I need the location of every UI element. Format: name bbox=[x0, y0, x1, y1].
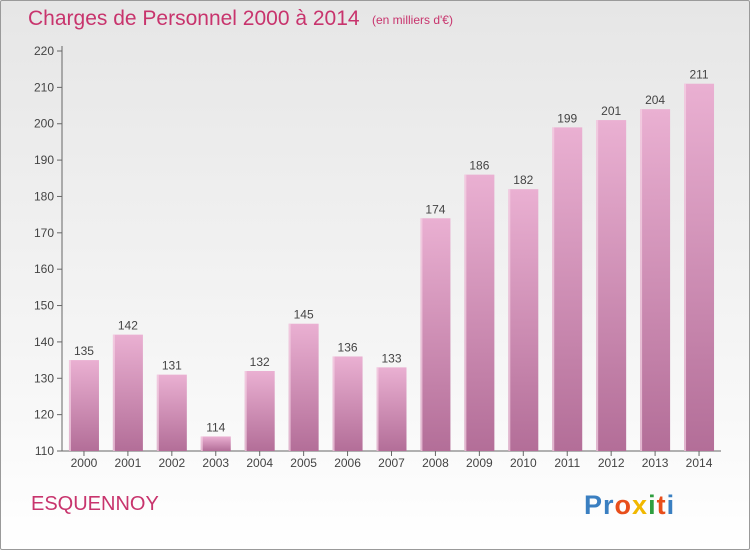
value-label-2000: 135 bbox=[74, 344, 94, 358]
x-tick-label-2008: 2008 bbox=[422, 456, 449, 470]
value-label-2005: 145 bbox=[294, 308, 314, 322]
bar-highlight bbox=[552, 127, 555, 451]
bar-2003 bbox=[200, 436, 231, 451]
y-tick-label: 120 bbox=[34, 408, 54, 422]
value-label-2008: 174 bbox=[425, 202, 445, 216]
bar-highlight bbox=[112, 334, 115, 451]
value-label-2007: 133 bbox=[381, 351, 401, 365]
y-tick-label: 170 bbox=[34, 226, 54, 240]
value-label-2009: 186 bbox=[469, 159, 489, 173]
logo-letter: i bbox=[648, 490, 657, 520]
bars-group bbox=[68, 83, 715, 452]
logo-letter: i bbox=[666, 490, 676, 520]
bar-2013 bbox=[640, 109, 671, 451]
bar-2010 bbox=[508, 189, 539, 451]
bar-highlight bbox=[68, 360, 71, 451]
y-tick-label: 180 bbox=[34, 189, 54, 203]
value-label-2001: 142 bbox=[118, 319, 138, 333]
bar-highlight bbox=[376, 367, 379, 451]
bar-2002 bbox=[156, 374, 187, 451]
x-tick-label-2014: 2014 bbox=[686, 456, 713, 470]
chart-title: Charges de Personnel 2000 à 2014 bbox=[28, 7, 360, 30]
bar-2009 bbox=[464, 174, 495, 452]
bar-2012 bbox=[596, 120, 627, 451]
logo-letter: x bbox=[632, 490, 649, 520]
chart-unit-label: (en milliers d'€) bbox=[372, 13, 453, 27]
bar-2000 bbox=[68, 360, 99, 451]
value-label-2011: 199 bbox=[557, 111, 577, 125]
value-label-2013: 204 bbox=[645, 93, 665, 107]
x-tick-label-2004: 2004 bbox=[246, 456, 273, 470]
y-tick-label: 210 bbox=[34, 80, 54, 94]
value-label-2006: 136 bbox=[338, 340, 358, 354]
logo-letter: r bbox=[603, 490, 615, 520]
logo-letter: P bbox=[584, 490, 604, 520]
value-label-2014: 211 bbox=[689, 68, 708, 82]
bar-highlight bbox=[244, 371, 247, 451]
x-tick-label-2000: 2000 bbox=[71, 456, 98, 470]
y-tick-label: 150 bbox=[34, 299, 54, 313]
x-tick-label-2007: 2007 bbox=[378, 456, 405, 470]
value-label-2004: 132 bbox=[250, 355, 270, 369]
bar-2004 bbox=[244, 371, 275, 451]
bar-highlight bbox=[640, 109, 643, 451]
y-tick-label: 190 bbox=[34, 153, 54, 167]
x-tick-label-2012: 2012 bbox=[598, 456, 625, 470]
value-label-2002: 131 bbox=[162, 359, 182, 373]
x-tick-label-2002: 2002 bbox=[158, 456, 185, 470]
x-tick-label-2006: 2006 bbox=[334, 456, 361, 470]
y-tick-label: 140 bbox=[34, 335, 54, 349]
x-tick-label-2013: 2013 bbox=[642, 456, 669, 470]
value-label-2003: 114 bbox=[206, 420, 225, 434]
bar-2007 bbox=[376, 367, 407, 451]
y-tick-label: 200 bbox=[34, 117, 54, 131]
y-tick-label: 220 bbox=[34, 44, 54, 58]
logo-letter: o bbox=[614, 490, 633, 520]
y-tick-label: 160 bbox=[34, 262, 54, 276]
bar-highlight bbox=[420, 218, 423, 451]
bar-2001 bbox=[112, 334, 143, 451]
bar-highlight bbox=[596, 120, 599, 451]
value-labels-group: 135 142 131 114 132 145 136 133 174 186 182 199 201 2… bbox=[74, 68, 709, 435]
bar-2014 bbox=[684, 83, 715, 452]
value-label-2012: 201 bbox=[601, 104, 621, 118]
bar-highlight bbox=[200, 436, 203, 451]
commune-name: ESQUENNOY bbox=[31, 493, 159, 515]
bar-2011 bbox=[552, 127, 583, 451]
bar-2008 bbox=[420, 218, 451, 451]
x-tick-label-2001: 2001 bbox=[115, 456, 142, 470]
x-tick-label-2005: 2005 bbox=[290, 456, 317, 470]
bar-highlight bbox=[464, 174, 467, 452]
logo-letter: t bbox=[656, 490, 667, 520]
bar-highlight bbox=[684, 83, 687, 452]
value-label-2010: 182 bbox=[513, 173, 533, 187]
y-tick-label: 110 bbox=[35, 444, 54, 458]
x-tick-label-2010: 2010 bbox=[510, 456, 537, 470]
bar-highlight bbox=[508, 189, 511, 451]
bar-2005 bbox=[288, 323, 319, 451]
y-tick-label: 130 bbox=[34, 371, 54, 385]
bar-2006 bbox=[332, 356, 363, 451]
x-tick-label-2003: 2003 bbox=[202, 456, 229, 470]
proxiti-logo: Proxiti bbox=[584, 490, 675, 521]
bar-highlight bbox=[332, 356, 335, 451]
x-tick-label-2011: 2011 bbox=[554, 456, 580, 470]
bar-highlight bbox=[156, 374, 159, 451]
bar-highlight bbox=[288, 323, 291, 451]
x-tick-label-2009: 2009 bbox=[466, 456, 493, 470]
